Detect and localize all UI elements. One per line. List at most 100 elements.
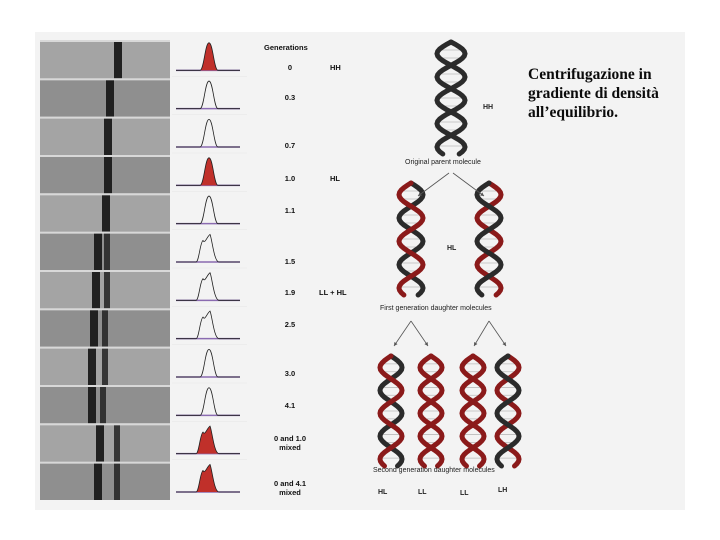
gel-strip-edge	[40, 116, 170, 119]
density-label: HH	[330, 63, 341, 72]
arrow-head	[394, 342, 398, 346]
gel-band	[106, 80, 114, 117]
arrow	[417, 172, 450, 197]
generation-label: 0 and 4.1 mixed	[273, 479, 307, 497]
profile-trace	[176, 157, 240, 186]
arrow	[410, 320, 429, 347]
second-gen-label-2: LL	[418, 489, 427, 496]
profile-trace	[176, 272, 240, 301]
gel-strip-edge	[40, 193, 170, 196]
arrow	[488, 320, 507, 347]
arrow-head	[418, 192, 422, 196]
dna-replication-diagram	[377, 39, 522, 469]
parent-helix	[434, 39, 468, 157]
gel-strip-edge	[40, 40, 170, 42]
second-gen-caption: Second generation daughter molecules	[373, 467, 495, 474]
gel-band	[102, 348, 108, 385]
density-label: HL	[330, 174, 340, 183]
helix-strand	[474, 180, 504, 298]
parent-density-label: HH	[483, 104, 494, 111]
density-label: LL + HL	[319, 288, 347, 297]
density-profiles	[172, 42, 247, 493]
gel-strip-edge	[40, 461, 170, 464]
helix-strand	[434, 39, 468, 157]
gel-band	[94, 463, 102, 500]
first-gen-density-label: HL	[447, 245, 457, 252]
gel-band	[96, 425, 104, 462]
gel-band	[104, 118, 112, 155]
gel-band	[114, 425, 120, 462]
generation-label: 3.0	[284, 369, 296, 378]
second-gen-helix-3	[459, 353, 487, 469]
arrow-head	[424, 342, 428, 346]
gel-strip-edge	[40, 423, 170, 426]
arrow	[393, 320, 412, 347]
gel-strip-edge	[40, 385, 170, 387]
generation-label: 0.7	[284, 141, 296, 150]
profile-trace	[176, 195, 240, 225]
profile-trace	[176, 310, 240, 340]
generation-label: 1.9	[284, 288, 296, 297]
first-gen-caption: First generation daughter molecules	[380, 305, 492, 312]
gel-band	[114, 463, 120, 500]
gel-band	[104, 233, 110, 270]
arrow	[473, 320, 490, 347]
parent-caption: Original parent molecule	[405, 159, 481, 166]
gel-band	[104, 272, 110, 309]
gel-band	[102, 195, 110, 232]
arrow-head	[502, 342, 506, 346]
gel-band	[94, 233, 102, 270]
gel-band	[100, 387, 106, 424]
gel-strip-edge	[40, 78, 170, 81]
gel-band	[92, 272, 100, 309]
gel-strip-edge	[40, 346, 170, 349]
helix-strand	[417, 353, 445, 469]
generation-label: 0 and 1.0 mixed	[273, 434, 307, 452]
generation-label: 1.5	[284, 257, 296, 266]
helix-strand	[459, 353, 487, 469]
helix-strand	[396, 180, 426, 298]
gel-band	[114, 42, 122, 79]
gel-strip-edge	[40, 308, 170, 311]
first-gen-helix-left	[396, 180, 426, 298]
generation-label: 0	[287, 63, 293, 72]
gel-strip	[40, 461, 170, 500]
gel-strip-edge	[40, 155, 170, 157]
profile-trace	[176, 118, 240, 148]
arrow-head	[480, 192, 484, 196]
generation-label: 4.1	[284, 401, 296, 410]
profile-trace	[176, 463, 240, 493]
profile-trace	[176, 80, 240, 110]
gel-strip	[40, 78, 170, 117]
second-gen-helix-4	[494, 353, 522, 469]
second-gen-label-1: HL	[378, 489, 388, 496]
generation-label: 1.1	[284, 206, 296, 215]
generation-label: 0.3	[284, 93, 296, 102]
gel-band	[104, 157, 112, 194]
profile-trace	[176, 233, 240, 263]
profile-trace	[176, 425, 240, 455]
second-gen-helix-1	[377, 353, 405, 469]
gel-strip-edge	[40, 231, 170, 234]
arrow-head	[474, 342, 478, 346]
gel-strip	[40, 40, 170, 79]
profile-trace	[176, 42, 240, 71]
second-gen-label-3: LL	[460, 490, 469, 497]
helix-strand	[377, 353, 405, 469]
gel-strip	[40, 423, 170, 462]
generation-label: 1.0	[284, 174, 296, 183]
generation-label: 2.5	[284, 320, 296, 329]
gel-band	[102, 310, 108, 347]
first-gen-helix-right	[474, 180, 504, 298]
slide-title: Centrifugazione in gradiente di densità …	[528, 66, 659, 121]
gel-strip-edge	[40, 270, 170, 272]
generations-header: Generations	[264, 43, 308, 52]
second-gen-label-4: LH	[498, 487, 508, 494]
profile-trace	[176, 387, 240, 416]
gel-band	[88, 387, 96, 424]
profile-trace	[176, 348, 240, 378]
helix-strand	[494, 353, 522, 469]
arrow	[452, 172, 485, 197]
gel-band	[88, 348, 96, 385]
gel-band	[90, 310, 98, 347]
